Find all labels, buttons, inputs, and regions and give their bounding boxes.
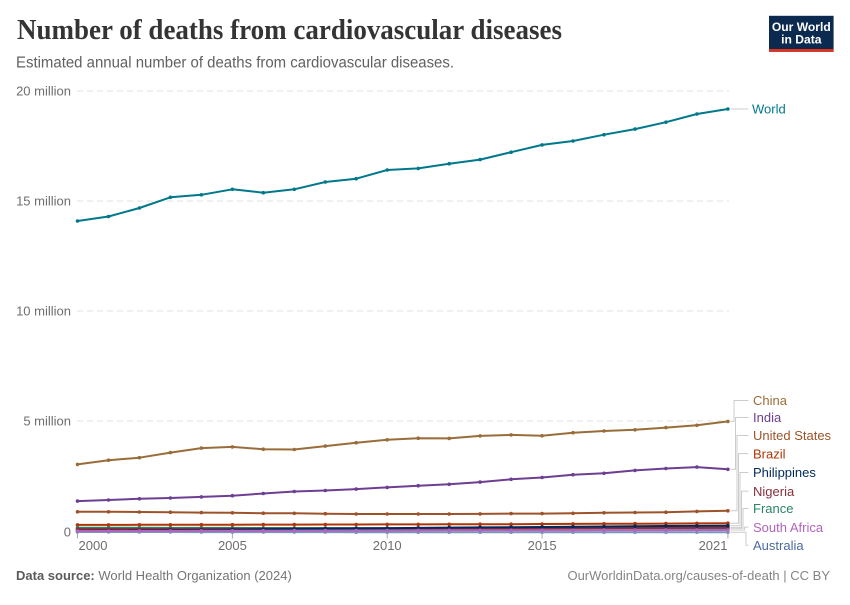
svg-text:United States: United States [753,428,832,443]
svg-text:0: 0 [64,524,71,539]
svg-text:2005: 2005 [218,538,247,553]
svg-text:5 million: 5 million [23,414,71,429]
svg-text:2010: 2010 [373,538,402,553]
svg-text:Brazil: Brazil [753,446,786,461]
svg-text:China: China [753,393,788,408]
svg-text:2015: 2015 [528,538,557,553]
svg-text:Estimated annual number of dea: Estimated annual number of deaths from c… [16,55,454,72]
svg-text:World: World [752,102,786,117]
svg-text:2021: 2021 [699,538,728,553]
svg-text:in Data: in Data [781,33,822,47]
svg-text:Data source: World Health Orga: Data source: World Health Organization (… [16,568,292,583]
svg-text:Australia: Australia [753,538,804,553]
svg-text:Philippines: Philippines [753,465,816,480]
svg-text:South Africa: South Africa [753,520,824,535]
svg-text:20 million: 20 million [16,84,71,99]
svg-text:Our World: Our World [772,20,831,34]
svg-text:Number of deaths from cardiova: Number of deaths from cardiovascular dis… [17,15,562,46]
svg-text:Nigeria: Nigeria [753,484,795,499]
svg-text:15 million: 15 million [16,194,71,209]
svg-text:10 million: 10 million [16,304,71,319]
svg-text:India: India [753,410,782,425]
svg-text:France: France [753,501,793,516]
svg-text:OurWorldinData.org/causes-of-d: OurWorldinData.org/causes-of-death | CC … [567,568,830,583]
svg-text:2000: 2000 [79,538,108,553]
